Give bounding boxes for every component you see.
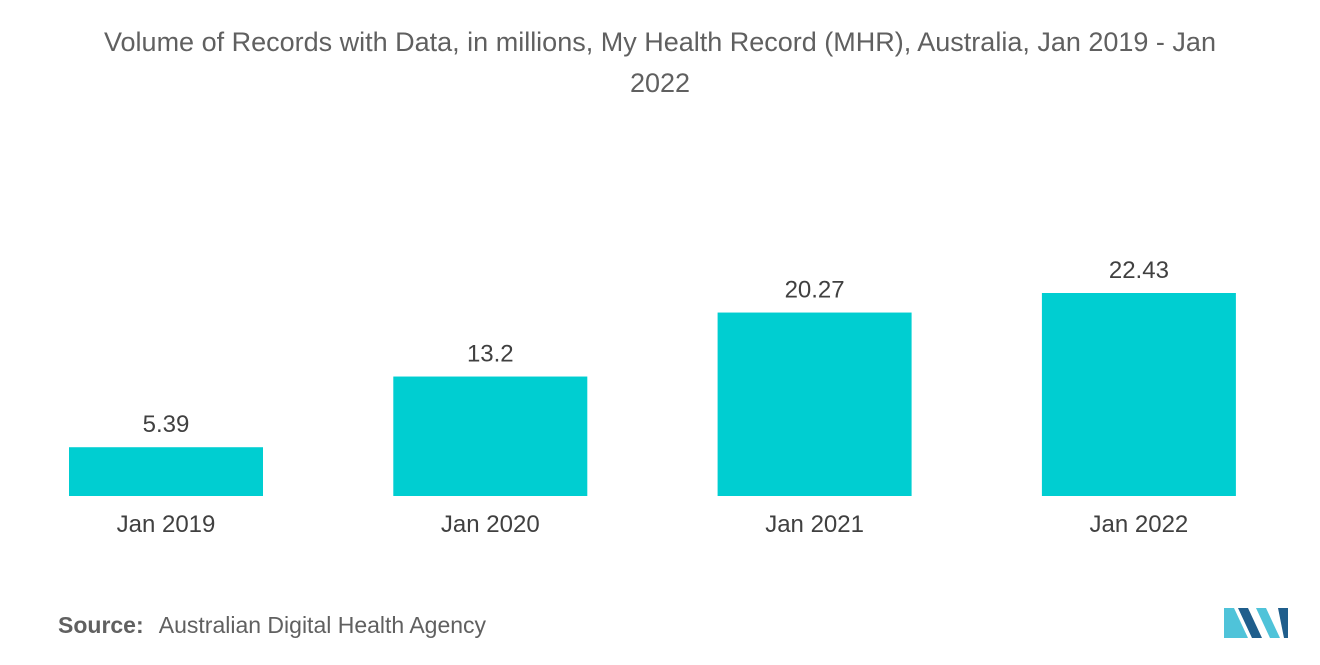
logo-shape-right-b <box>1278 608 1288 638</box>
bar-jan-2020 <box>393 376 588 496</box>
logo-shape-mid <box>1238 608 1262 638</box>
bar-jan-2022 <box>1041 293 1236 496</box>
bar-chart: 5.39 Jan 2019 13.2 Jan 2020 20.27 Jan 2021 22.… <box>69 257 1236 538</box>
logo-shape-right-a <box>1256 608 1280 638</box>
bar-jan-2021 <box>717 312 912 496</box>
bar-jan-2019 <box>69 447 263 496</box>
x-tick-label: Jan 2020 <box>441 511 540 538</box>
mordor-logo-icon <box>1224 608 1288 638</box>
chart-title-line-1: Volume of Records with Data, in millions… <box>104 27 1216 57</box>
chart-title: Volume of Records with Data, in millions… <box>0 22 1320 104</box>
logo-shape-left <box>1224 608 1248 638</box>
bar-value-label: 13.2 <box>467 341 514 368</box>
x-tick-label: Jan 2019 <box>117 511 216 538</box>
bar-value-label: 5.39 <box>143 411 190 438</box>
source-text: Australian Digital Health Agency <box>158 612 487 638</box>
x-tick-label: Jan 2021 <box>765 511 864 538</box>
chart-title-line-2: 2022 <box>629 68 691 98</box>
x-tick-label: Jan 2022 <box>1090 511 1189 538</box>
source-label: Source: <box>58 612 144 638</box>
source-note: Source: Australian Digital Health Agency <box>58 612 486 639</box>
bar-value-label: 20.27 <box>785 277 845 304</box>
bar-value-label: 22.43 <box>1109 257 1169 284</box>
